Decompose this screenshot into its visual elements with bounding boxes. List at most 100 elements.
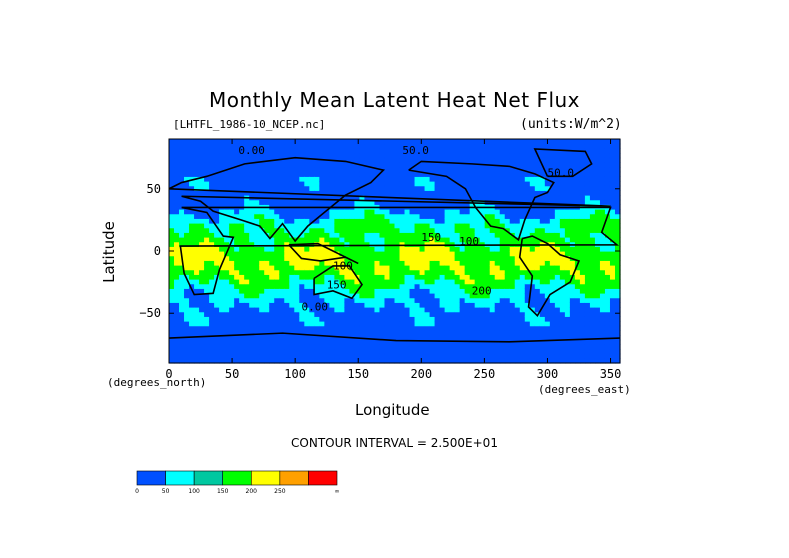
flux-cell — [504, 316, 511, 322]
flux-cell — [574, 344, 581, 350]
flux-cell — [444, 237, 451, 243]
flux-cell — [504, 279, 511, 285]
flux-cell — [474, 302, 481, 308]
flux-cell — [429, 321, 436, 327]
flux-cell — [209, 335, 215, 341]
flux-cell — [594, 143, 601, 149]
flux-cell — [374, 344, 381, 350]
flux-cell — [359, 330, 366, 336]
flux-cell — [494, 218, 501, 224]
flux-cell — [334, 227, 340, 233]
flux-cell — [169, 143, 175, 149]
flux-cell — [534, 260, 541, 266]
flux-cell — [529, 227, 536, 233]
flux-cell — [294, 246, 300, 252]
flux-cell — [449, 339, 456, 345]
flux-cell — [394, 330, 401, 336]
flux-cell — [184, 288, 190, 294]
flux-cell — [474, 353, 481, 359]
flux-cell — [584, 148, 591, 154]
flux-cell — [519, 185, 526, 191]
flux-cell — [364, 209, 371, 215]
flux-cell — [339, 139, 345, 145]
flux-cell — [279, 321, 285, 327]
flux-cell — [539, 339, 546, 345]
flux-cell — [399, 237, 406, 243]
flux-cell — [414, 171, 421, 177]
flux-cell — [479, 190, 486, 196]
flux-cell — [609, 302, 616, 308]
flux-cell — [454, 293, 461, 299]
flux-cell — [484, 279, 491, 285]
flux-cell — [514, 162, 521, 168]
flux-cell — [254, 274, 260, 280]
flux-cell — [239, 260, 245, 266]
flux-cell — [239, 199, 245, 205]
flux-cell — [394, 288, 401, 294]
flux-cell — [219, 241, 225, 247]
flux-cell — [429, 339, 436, 345]
flux-cell — [204, 344, 210, 350]
flux-cell — [409, 232, 416, 238]
flux-cell — [334, 302, 340, 308]
flux-cell — [399, 274, 406, 280]
flux-cell — [194, 143, 200, 149]
flux-cell — [554, 330, 561, 336]
flux-cell — [339, 157, 345, 163]
flux-cell — [259, 307, 265, 313]
flux-cell — [539, 307, 546, 313]
flux-cell — [579, 218, 586, 224]
flux-cell — [274, 316, 280, 322]
flux-cell — [434, 251, 441, 257]
flux-cell — [559, 213, 566, 219]
flux-cell — [534, 232, 541, 238]
flux-cell — [539, 251, 546, 257]
flux-cell — [374, 321, 381, 327]
flux-cell — [444, 246, 451, 252]
flux-cell — [484, 251, 491, 257]
flux-cell — [469, 157, 476, 163]
flux-cell — [514, 274, 521, 280]
flux-cell — [254, 269, 260, 275]
flux-cell — [374, 269, 381, 275]
flux-cell — [324, 321, 330, 327]
flux-cell — [219, 293, 225, 299]
flux-cell — [234, 237, 240, 243]
flux-cell — [509, 269, 516, 275]
flux-cell — [299, 199, 305, 205]
flux-cell — [304, 316, 310, 322]
flux-cell — [479, 269, 486, 275]
flux-cell — [394, 139, 401, 145]
flux-cell — [264, 181, 270, 187]
flux-cell — [514, 232, 521, 238]
flux-cell — [464, 241, 471, 247]
flux-cell — [284, 353, 290, 359]
flux-cell — [599, 153, 606, 159]
colorbar: 0 50 100 150 200 250 ∞ — [135, 470, 340, 495]
flux-cell — [584, 283, 591, 289]
flux-cell — [214, 353, 220, 359]
flux-cell — [439, 190, 446, 196]
flux-cell — [594, 237, 601, 243]
flux-cell — [224, 143, 230, 149]
flux-cell — [169, 255, 175, 261]
flux-cell — [194, 199, 200, 205]
flux-cell — [179, 339, 185, 345]
flux-cell — [449, 209, 456, 215]
flux-cell — [384, 237, 391, 243]
flux-cell — [309, 153, 315, 159]
flux-cell — [484, 139, 491, 145]
flux-cell — [264, 218, 270, 224]
flux-cell — [604, 330, 611, 336]
file-name-label: [LHTFL_1986-10_NCEP.nc] — [173, 118, 326, 131]
flux-cell — [189, 176, 195, 182]
flux-cell — [309, 218, 315, 224]
flux-cell — [389, 139, 396, 145]
flux-cell — [524, 344, 531, 350]
flux-cell — [219, 171, 225, 177]
flux-cell — [294, 185, 300, 191]
flux-cell — [574, 330, 581, 336]
flux-cell — [544, 199, 551, 205]
flux-cell — [219, 190, 225, 196]
flux-cell — [419, 167, 426, 173]
